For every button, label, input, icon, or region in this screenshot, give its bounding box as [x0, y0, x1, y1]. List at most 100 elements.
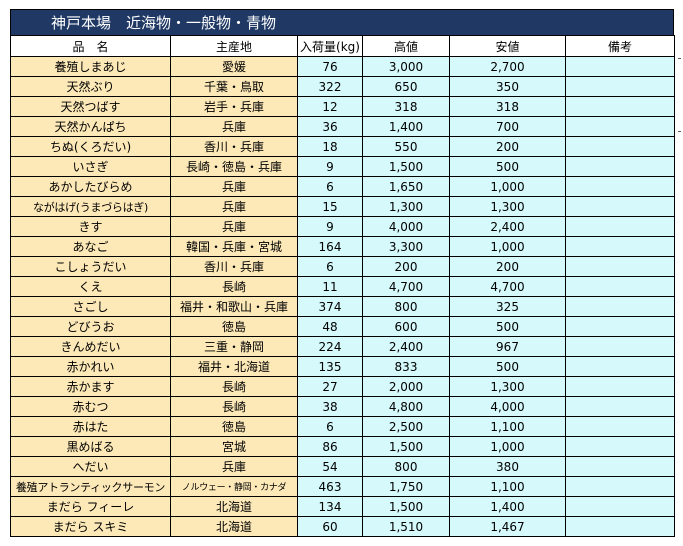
cell-item-name: くえ — [10, 276, 171, 297]
cell-origin: 北海道 — [170, 516, 298, 537]
cell-high-price: 2,400 — [362, 336, 450, 357]
cell-origin: 兵庫 — [170, 176, 298, 197]
cell-high-price: 318 — [362, 96, 450, 117]
col-header-remarks: 備考 — [565, 35, 675, 57]
cell-origin: ノルウェー・静岡・カナダ — [170, 476, 298, 497]
cell-origin: 香川・兵庫 — [170, 136, 298, 157]
cell-low-price: 1,000 — [449, 176, 566, 197]
cell-low-price: 1,400 — [449, 496, 566, 517]
cell-remarks — [565, 436, 675, 457]
cell-low-price: 2,400 — [449, 216, 566, 237]
cell-low-price: 350 — [449, 76, 566, 97]
cell-origin: 兵庫 — [170, 116, 298, 137]
table-row: 黒めばる 宮城 86 1,500 1,000 — [10, 436, 675, 457]
cell-origin: 宮城 — [170, 436, 298, 457]
cell-high-price: 1,300 — [362, 196, 450, 217]
cell-quantity: 6 — [297, 416, 363, 437]
cell-low-price: 4,700 — [449, 276, 566, 297]
cell-remarks — [565, 96, 675, 117]
cell-origin: 福井・和歌山・兵庫 — [170, 296, 298, 317]
cell-remarks — [565, 516, 675, 537]
cell-high-price: 1,650 — [362, 176, 450, 197]
cell-low-price: 700 — [449, 116, 566, 137]
cell-origin: 韓国・兵庫・宮城 — [170, 236, 298, 257]
cell-origin: 北海道 — [170, 496, 298, 517]
cell-remarks — [565, 116, 675, 137]
cell-origin: 岩手・兵庫 — [170, 96, 298, 117]
cell-high-price: 3,000 — [362, 56, 450, 77]
cell-remarks — [565, 336, 675, 357]
cell-remarks — [565, 176, 675, 197]
cell-quantity: 6 — [297, 176, 363, 197]
cell-origin: 千葉・鳥取 — [170, 76, 298, 97]
cell-low-price: 325 — [449, 296, 566, 317]
cell-low-price: 380 — [449, 456, 566, 477]
cell-item-name: きんめだい — [10, 336, 171, 357]
cell-origin: 長崎 — [170, 396, 298, 417]
cell-quantity: 27 — [297, 376, 363, 397]
cell-item-name: まだら スキミ — [10, 516, 171, 537]
cell-high-price: 550 — [362, 136, 450, 157]
col-header-origin: 主産地 — [170, 35, 298, 57]
cell-remarks — [565, 236, 675, 257]
cell-low-price: 200 — [449, 256, 566, 277]
cell-quantity: 18 — [297, 136, 363, 157]
cell-quantity: 36 — [297, 116, 363, 137]
cell-low-price: 1,100 — [449, 416, 566, 437]
cell-remarks — [565, 196, 675, 217]
cell-high-price: 1,400 — [362, 116, 450, 137]
col-header-low-price: 安値 — [449, 35, 566, 57]
cell-high-price: 200 — [362, 256, 450, 277]
cell-remarks — [565, 76, 675, 97]
cell-quantity: 224 — [297, 336, 363, 357]
sheet-title: 神戸本場 近海物・一般物・青物 — [10, 9, 674, 35]
cell-origin: 兵庫 — [170, 216, 298, 237]
cell-remarks — [565, 356, 675, 377]
cell-high-price: 3,300 — [362, 236, 450, 257]
cell-origin: 徳島 — [170, 316, 298, 337]
cell-item-name: さごし — [10, 296, 171, 317]
cell-low-price: 1,000 — [449, 236, 566, 257]
cell-remarks — [565, 216, 675, 237]
cell-quantity: 48 — [297, 316, 363, 337]
cell-item-name: 養殖アトランティックサーモン — [10, 476, 171, 497]
cell-remarks — [565, 456, 675, 477]
cell-low-price: 200 — [449, 136, 566, 157]
cell-origin: 長崎・徳島・兵庫 — [170, 156, 298, 177]
cell-quantity: 463 — [297, 476, 363, 497]
cell-remarks — [565, 476, 675, 497]
cell-item-name: いさぎ — [10, 156, 171, 177]
cell-origin: 愛媛 — [170, 56, 298, 77]
cell-quantity: 15 — [297, 196, 363, 217]
table-row: 赤はた 徳島 6 2,500 1,100 — [10, 416, 675, 437]
table-row: ながはげ(うまづらはぎ) 兵庫 15 1,300 1,300 — [10, 196, 675, 217]
cell-item-name: あかしたびらめ — [10, 176, 171, 197]
cell-item-name: 赤はた — [10, 416, 171, 437]
cell-low-price: 1,300 — [449, 376, 566, 397]
table-row: あなご 韓国・兵庫・宮城 164 3,300 1,000 — [10, 236, 675, 257]
cell-high-price: 1,750 — [362, 476, 450, 497]
cell-low-price: 318 — [449, 96, 566, 117]
cell-item-name: どびうお — [10, 316, 171, 337]
cell-item-name: ながはげ(うまづらはぎ) — [10, 196, 171, 217]
table-row: 赤かれい 福井・北海道 135 833 500 — [10, 356, 675, 377]
cell-remarks — [565, 296, 675, 317]
cell-item-name: こしょうだい — [10, 256, 171, 277]
header-row: 品 名 主産地 入荷量(kg) 高値 安値 備考 — [10, 35, 675, 57]
edge-mark — [678, 58, 681, 59]
table-row: まだら スキミ 北海道 60 1,510 1,467 — [10, 516, 675, 537]
cell-remarks — [565, 316, 675, 337]
cell-remarks — [565, 256, 675, 277]
table-row: いさぎ 長崎・徳島・兵庫 9 1,500 500 — [10, 156, 675, 177]
cell-remarks — [565, 56, 675, 77]
cell-high-price: 1,500 — [362, 436, 450, 457]
cell-item-name: へだい — [10, 456, 171, 477]
cell-origin: 兵庫 — [170, 456, 298, 477]
cell-quantity: 60 — [297, 516, 363, 537]
cell-quantity: 9 — [297, 216, 363, 237]
cell-low-price: 4,000 — [449, 396, 566, 417]
cell-origin: 徳島 — [170, 416, 298, 437]
cell-high-price: 600 — [362, 316, 450, 337]
cell-high-price: 2,000 — [362, 376, 450, 397]
cell-high-price: 1,500 — [362, 496, 450, 517]
